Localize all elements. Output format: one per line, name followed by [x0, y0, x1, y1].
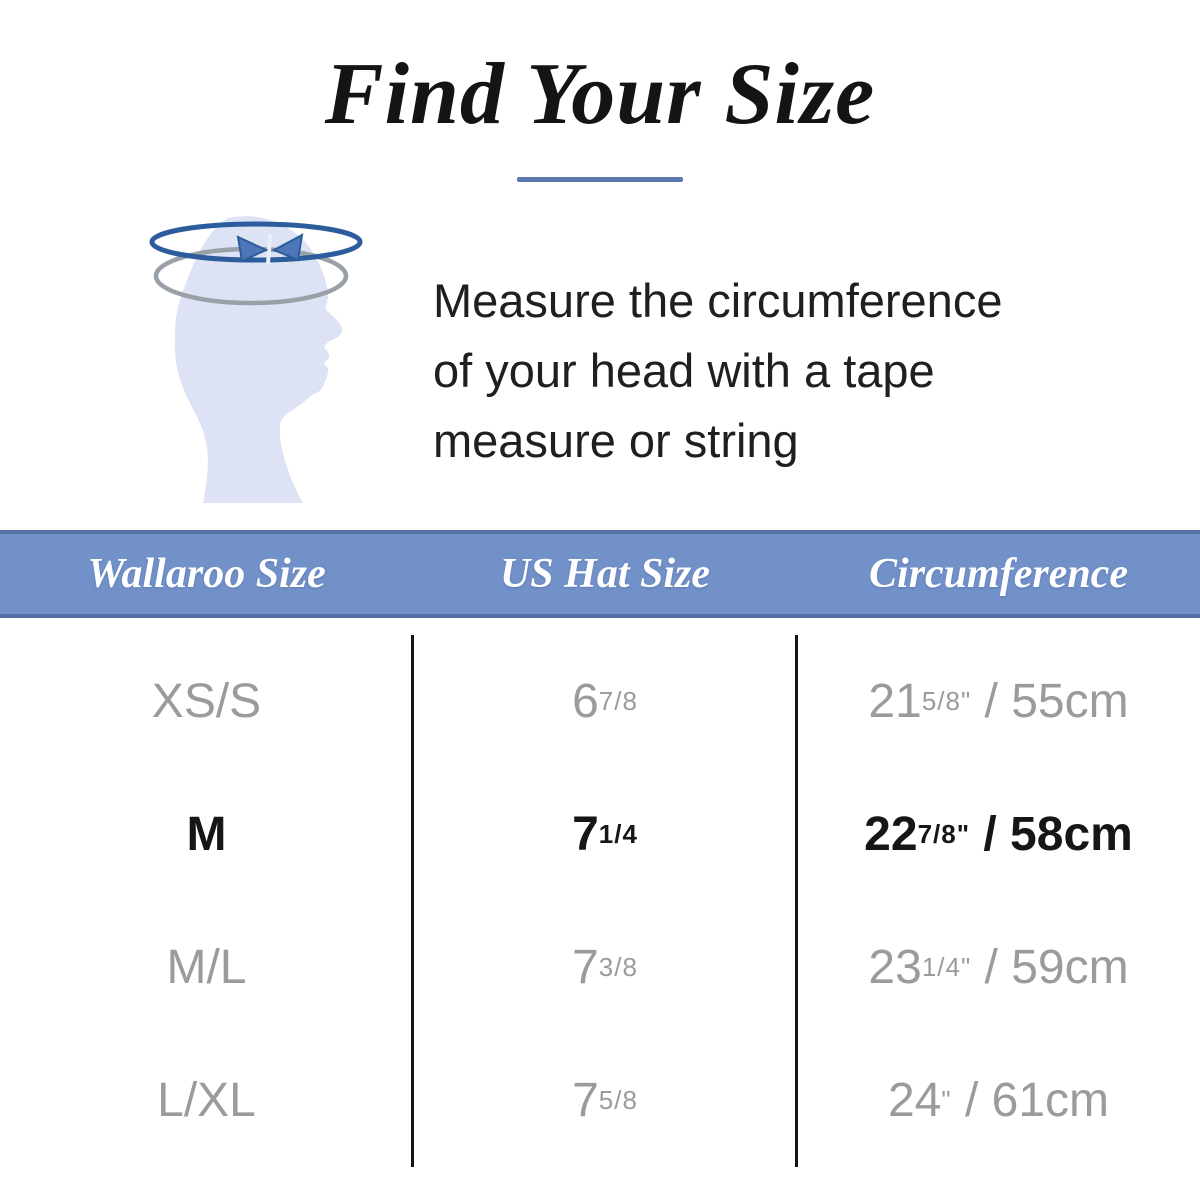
cell-us-hat-size: 7 1/4 [413, 768, 797, 901]
circumference-fraction: 1/4" [921, 952, 972, 982]
circumference-fraction: 7/8" [917, 819, 971, 849]
circumference-metric: / 58cm [970, 808, 1133, 861]
circumference-metric: / 55cm [971, 675, 1129, 728]
hat-size-value: 7 [572, 808, 599, 861]
table-header-row: Wallaroo Size US Hat Size Circumference [0, 530, 1200, 618]
cell-wallaroo-size: L/XL [157, 1074, 256, 1127]
hat-size-value: 7 [572, 1074, 599, 1127]
instruction-line: measure or string [433, 414, 799, 467]
circumference-value: 22 [864, 808, 918, 861]
cell-circumference: 21 5/8" / 55cm [797, 635, 1200, 768]
instruction-text: Measure the circumference of your head w… [433, 266, 1073, 476]
circumference-value: 24 [887, 1074, 942, 1127]
cell-wallaroo-size: XS/S [151, 675, 262, 728]
instruction-line: of your head with a tape [433, 344, 935, 397]
cell-wallaroo-size: M [0, 768, 413, 901]
cell-circumference: 23 1/4" / 59cm [797, 901, 1200, 1034]
hat-size-value: 7 [572, 941, 599, 994]
page-title: Find Your Size [324, 46, 876, 143]
head-silhouette [174, 216, 343, 503]
hat-size-fraction: 7/8 [598, 686, 638, 716]
title-underline-divider [517, 177, 683, 182]
head-measurement-illustration [149, 216, 363, 503]
instruction-line: Measure the circumference [433, 274, 1003, 327]
circumference-value: 23 [868, 941, 922, 994]
column-header-circumference: Circumference [869, 551, 1128, 597]
hat-size-fraction: 1/4 [598, 819, 638, 849]
cell-circumference: 24 " / 61cm [797, 1034, 1200, 1167]
cell-us-hat-size: 7 5/8 [413, 1034, 797, 1167]
cell-us-hat-size: 7 3/8 [413, 901, 797, 1034]
column-divider [795, 635, 798, 1167]
hat-size-value: 6 [572, 675, 599, 728]
column-divider [411, 635, 414, 1167]
column-header-us-hat-size: US Hat Size [499, 551, 711, 597]
hat-size-fraction: 3/8 [598, 952, 638, 982]
cell-wallaroo-size: M/L [166, 941, 247, 994]
circumference-value: 21 [868, 675, 922, 728]
column-header-wallaroo-size: Wallaroo Size [87, 551, 326, 597]
circumference-metric: / 59cm [971, 941, 1129, 994]
cell-circumference: 22 7/8" / 58cm [797, 768, 1200, 901]
wallaroo-size-value: M [186, 808, 227, 861]
circumference-fraction: 5/8" [921, 686, 972, 716]
circumference-fraction: " [941, 1085, 952, 1115]
cell-us-hat-size: 6 7/8 [413, 635, 797, 768]
rotation-arrows-icon [149, 221, 363, 265]
size-table-body: XS/S 6 7/8 21 5/8" / 55cm M 7 1/4 22 7/8" / … [0, 635, 1200, 1167]
circumference-metric: / 61cm [951, 1074, 1109, 1127]
hat-size-fraction: 5/8 [598, 1085, 638, 1115]
